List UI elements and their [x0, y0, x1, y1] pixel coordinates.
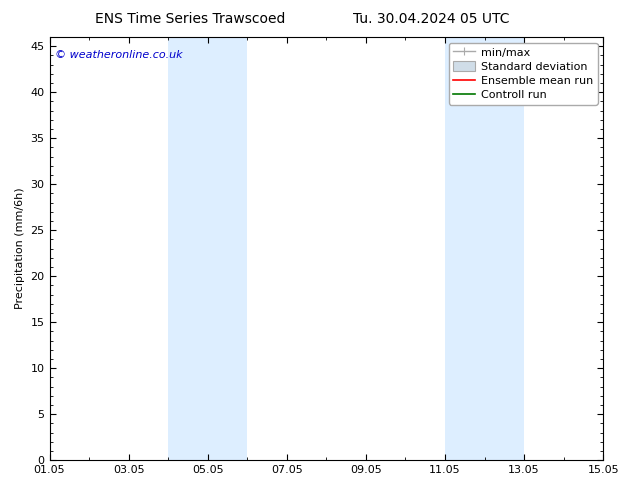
- Text: Tu. 30.04.2024 05 UTC: Tu. 30.04.2024 05 UTC: [353, 12, 509, 26]
- Bar: [168, 37, 247, 460]
- Y-axis label: Precipitation (mm/6h): Precipitation (mm/6h): [15, 188, 25, 309]
- Text: ENS Time Series Trawscoed: ENS Time Series Trawscoed: [95, 12, 285, 26]
- Text: © weatheronline.co.uk: © weatheronline.co.uk: [55, 50, 183, 60]
- Legend: min/max, Standard deviation, Ensemble mean run, Controll run: min/max, Standard deviation, Ensemble me…: [449, 43, 598, 104]
- Bar: [445, 37, 524, 460]
